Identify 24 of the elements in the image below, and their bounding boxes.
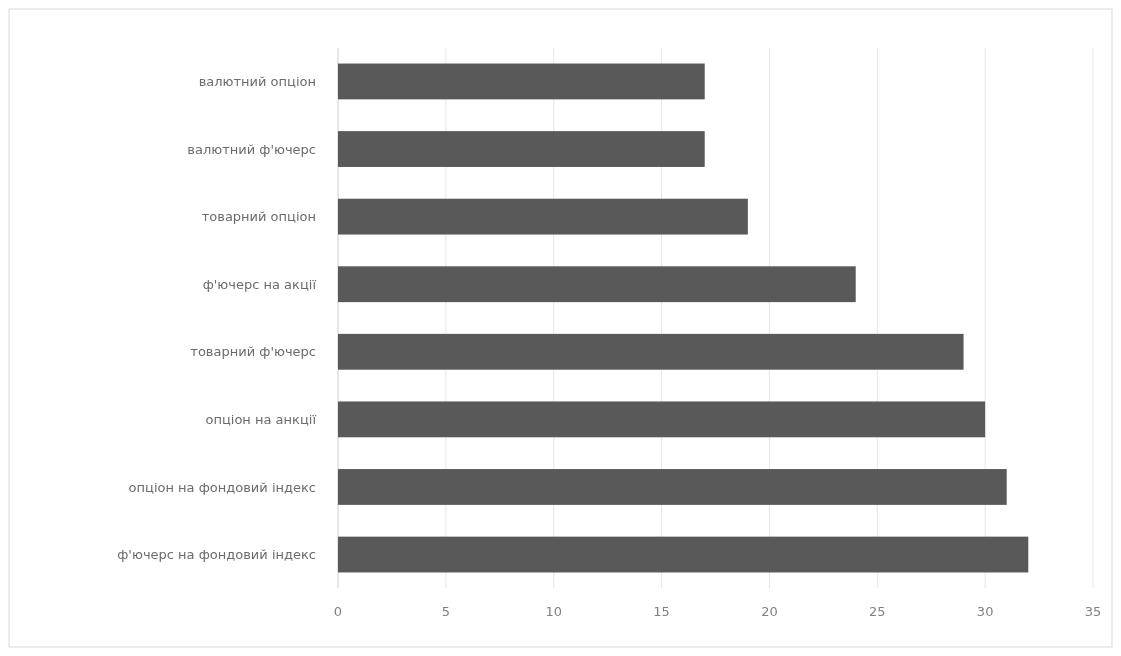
x-tick-label: 25 [869,604,886,619]
y-tick-label: ф'ючерс на фондовий індекс [117,547,316,563]
bar [338,198,748,235]
bar [338,63,705,100]
x-tick-label: 0 [333,604,343,619]
x-tick-label: 10 [545,604,562,619]
x-tick-label: 35 [1084,604,1102,619]
bar [338,469,1007,505]
bar [338,536,1029,573]
bar [338,131,705,167]
bar [338,401,986,438]
x-tick-label: 30 [976,604,994,619]
y-tick-label: опціон на фондовий індекс [128,479,316,495]
y-tick-label: валютний ф'ючерс [187,141,316,157]
x-tick-label: 20 [761,604,778,619]
x-tick-label: 15 [653,604,670,619]
bar [338,266,856,303]
x-tick-label: 5 [441,604,450,619]
bar [338,333,964,370]
y-tick-label: опціон на анкції [205,411,317,427]
y-tick-label: ф'ючерс на акції [202,276,317,292]
y-tick-label: товарний ф'ючерс [190,344,316,360]
y-tick-label: товарний опціон [201,209,316,225]
y-tick-label: валютний опціон [198,74,316,89]
